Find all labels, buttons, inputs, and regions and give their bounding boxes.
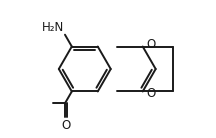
Text: O: O xyxy=(146,87,155,100)
Text: O: O xyxy=(146,38,155,51)
Text: H₂N: H₂N xyxy=(42,21,64,34)
Text: O: O xyxy=(61,119,70,132)
